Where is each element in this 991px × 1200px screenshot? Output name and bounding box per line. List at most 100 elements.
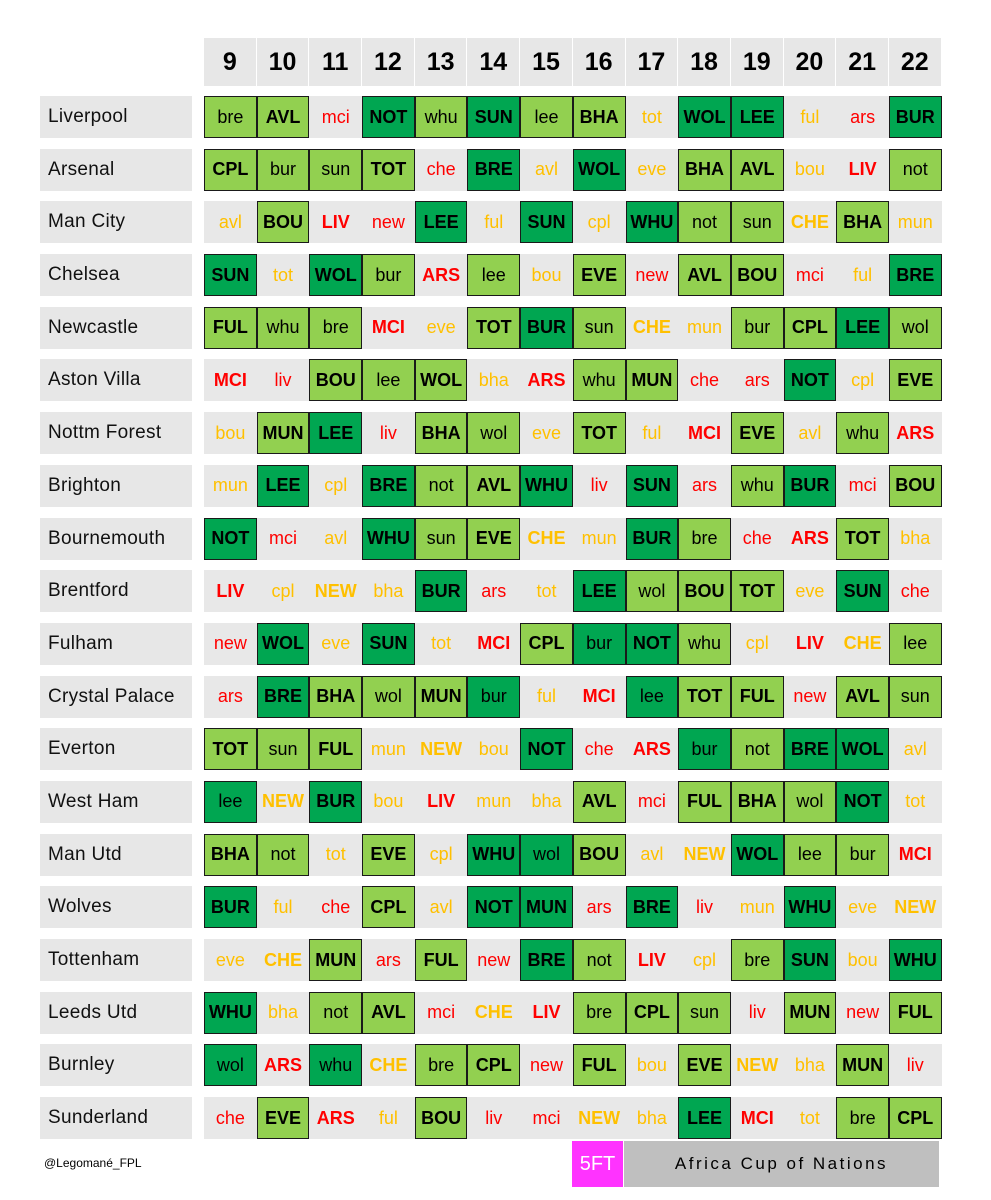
fixture-list: new WOL eve SUN tot MCI CPL bur NOT whu cpl LIV CHE l…	[204, 622, 942, 665]
fixture-cell: new	[362, 201, 415, 244]
team-name: Leeds Utd	[40, 991, 192, 1034]
fixture-cell: mci	[414, 991, 468, 1034]
fixture-cell: ars	[204, 675, 257, 718]
fixture-cell: eve	[309, 622, 363, 665]
fixture-cell: ful	[625, 412, 679, 455]
fixture-cell: BOU	[309, 359, 363, 402]
fixture-cell: NOT	[467, 886, 521, 929]
gameweek-header-12: 12	[362, 38, 415, 86]
fixture-cell: NEW	[888, 886, 942, 929]
fixture-cell: eve	[204, 939, 257, 981]
fixture-cell: bha	[520, 780, 573, 823]
fixture-cell: WOL	[678, 96, 731, 138]
fixture-cell: BHA	[836, 201, 889, 244]
fixture-cell: FUL	[572, 1044, 626, 1087]
fixture-cell: sun	[309, 148, 363, 191]
team-name: Sunderland	[40, 1097, 192, 1140]
fixture-cell: BUR	[625, 517, 679, 560]
fixture-list: mun LEE cpl BRE not AVL WHU liv SUN ars whu BUR mci B…	[204, 464, 942, 507]
fixture-cell: bha	[783, 1044, 837, 1087]
fixture-cell: eve	[783, 570, 837, 613]
fixture-cell: bur	[467, 675, 521, 718]
fixture-cell: NEW	[678, 833, 731, 876]
fixture-cell: mun	[467, 780, 521, 823]
fixture-cell: FUL	[888, 991, 942, 1034]
fixture-cell: TOT	[572, 412, 626, 455]
team-name: West Ham	[40, 780, 192, 823]
fixture-cell: bur	[256, 148, 310, 191]
fixture-cell: CPL	[625, 991, 679, 1034]
fixture-cell: LEE	[256, 464, 310, 507]
gameweek-header-21: 21	[836, 38, 889, 86]
fixture-cell: LEE	[572, 570, 626, 613]
fixture-cell: CHE	[467, 991, 521, 1034]
fixture-cell: sun	[678, 991, 731, 1034]
fixture-cell: ful	[836, 254, 889, 297]
fixture-cell: EVE	[730, 412, 784, 455]
fixture-cell: BUR	[204, 886, 257, 929]
fixture-cell: tot	[256, 254, 310, 297]
fixture-cell: sun	[572, 306, 626, 349]
fixture-cell: avl	[888, 728, 942, 771]
fixture-cell: ars	[362, 939, 415, 981]
fixture-cell: WHU	[783, 886, 837, 929]
fixture-cell: AVL	[362, 991, 415, 1034]
gameweek-header-row: 9 10 11 12 13 14 15 16 17 18 19 20 21 22	[204, 38, 942, 86]
fixture-cell: not	[730, 728, 784, 771]
fixture-cell: mci	[520, 1097, 573, 1140]
fixture-cell: AVL	[730, 148, 784, 191]
fixture-cell: SUN	[783, 939, 837, 981]
fixture-cell: CHE	[256, 939, 310, 981]
fixture-cell: mun	[678, 306, 731, 349]
fixture-cell: tot	[414, 622, 468, 665]
africa-cup-of-nations-banner: Africa Cup of Nations	[624, 1141, 939, 1187]
author-credit: @Legomané_FPL	[44, 1156, 142, 1170]
fixture-cell: bha	[256, 991, 310, 1034]
fixture-cell: avl	[520, 148, 573, 191]
team-name: Man Utd	[40, 833, 192, 876]
fixture-cell: LIV	[204, 570, 257, 613]
gameweek-header-16: 16	[572, 38, 626, 86]
fixture-cell: che	[572, 728, 626, 771]
fixture-list: bou MUN LEE liv BHA wol eve TOT ful MCI EVE avl whu A…	[204, 412, 942, 455]
fixture-cell: not	[888, 148, 942, 191]
gameweek-header-14: 14	[467, 38, 521, 86]
fixture-cell: ful	[467, 201, 521, 244]
fixture-cell: WHU	[204, 991, 257, 1034]
fixture-cell: BRE	[625, 886, 679, 929]
fixture-cell: cpl	[414, 833, 468, 876]
fixture-cell: cpl	[730, 622, 784, 665]
fixture-cell: lee	[362, 359, 415, 402]
fixture-cell: mci	[836, 464, 889, 507]
fixture-cell: new	[783, 675, 837, 718]
fixture-cell: bre	[836, 1097, 889, 1140]
fixture-cell: BOU	[730, 254, 784, 297]
fixture-list: WHU bha not AVL mci CHE LIV bre CPL sun liv MUN new F…	[204, 991, 942, 1034]
fixture-cell: BUR	[888, 96, 942, 138]
fixture-cell: LEE	[730, 96, 784, 138]
fixture-cell: new	[625, 254, 679, 297]
fixture-list: MCI liv BOU lee WOL bha ARS whu MUN che ars NOT cpl E…	[204, 359, 942, 402]
fixture-cell: lee	[783, 833, 837, 876]
fixture-cell: LEE	[836, 306, 889, 349]
fixture-cell: SUN	[520, 201, 573, 244]
fixture-cell: AVL	[467, 464, 521, 507]
fixture-cell: BRE	[362, 464, 415, 507]
fixture-cell: ARS	[414, 254, 468, 297]
fixture-cell: WHU	[888, 939, 942, 981]
fixture-cell: AVL	[572, 780, 626, 823]
fixture-cell: CPL	[204, 148, 257, 191]
fixture-cell: AVL	[836, 675, 889, 718]
fixture-cell: bha	[362, 570, 415, 613]
team-name: Bournemouth	[40, 517, 192, 560]
fixture-cell: TOT	[836, 517, 889, 560]
fixture-list: avl BOU LIV new LEE ful SUN cpl WHU not sun CHE BHA m…	[204, 201, 942, 244]
fixture-cell: MCI	[730, 1097, 784, 1140]
fixture-cell: WHU	[520, 464, 573, 507]
fixture-cell: lee	[520, 96, 573, 138]
fixture-cell: ARS	[888, 412, 942, 455]
fixture-cell: BOU	[572, 833, 626, 876]
fixture-cell: mci	[625, 780, 679, 823]
fixture-cell: FUL	[730, 675, 784, 718]
fixture-cell: CPL	[520, 622, 573, 665]
